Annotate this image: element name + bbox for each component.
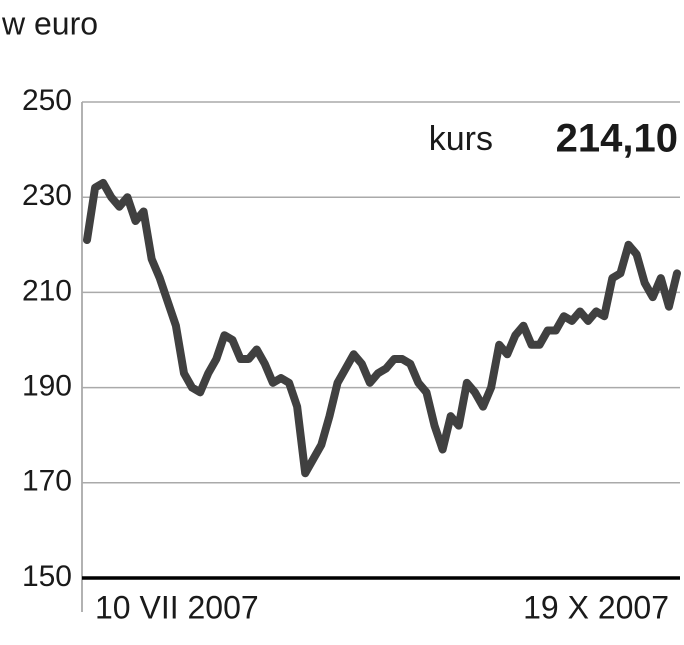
- y-tick-label: 230: [22, 179, 72, 212]
- x-tick-label: 19 X 2007: [523, 589, 669, 625]
- y-tick-label: 190: [22, 370, 72, 403]
- price-line: [83, 178, 681, 478]
- x-tick-label: 10 VII 2007: [95, 589, 259, 625]
- y-tick-label: 170: [22, 465, 72, 498]
- annotation-value: 214,10: [556, 117, 678, 161]
- y-axis-label: w euro: [1, 5, 98, 41]
- y-tick-label: 210: [22, 274, 72, 307]
- annotation-label: kurs: [429, 120, 493, 158]
- y-tick-label: 250: [22, 84, 72, 117]
- y-tick-label: 150: [22, 560, 72, 593]
